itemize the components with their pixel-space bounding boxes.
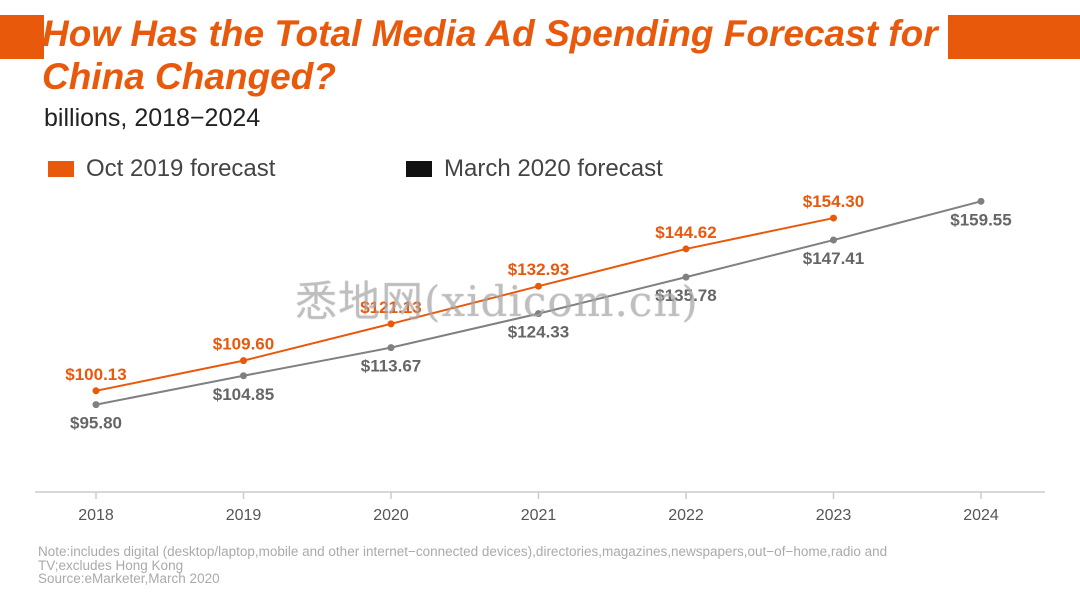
- data-label-march-2020: $113.67: [361, 357, 422, 376]
- legend-label-march-2020: March 2020 forecast: [444, 155, 663, 182]
- legend-swatch-oct-2019: [48, 161, 74, 177]
- data-point-march-2020: [92, 401, 100, 409]
- data-label-march-2020: $159.55: [950, 210, 1011, 229]
- data-label-march-2020: $104.85: [213, 385, 274, 404]
- x-tick-label: 2020: [373, 507, 409, 524]
- data-point-oct-2019: [92, 387, 100, 395]
- x-tick-label: 2024: [963, 507, 999, 524]
- data-point-oct-2019: [387, 320, 395, 328]
- footnote-note-line1: Note:includes digital (desktop/laptop,mo…: [38, 544, 888, 559]
- data-point-march-2020: [977, 197, 985, 205]
- legend-item-march-2020: March 2020 forecast: [406, 155, 663, 183]
- data-label-oct-2019: $144.62: [655, 223, 716, 242]
- data-point-oct-2019: [682, 245, 690, 253]
- legend-swatch-march-2020: [406, 161, 432, 177]
- data-point-oct-2019: [535, 282, 542, 290]
- title-accent-bar-right: [948, 15, 1080, 59]
- x-tick-label: 2019: [226, 507, 262, 524]
- title-accent-bar-left: [0, 15, 44, 59]
- x-tick-label: 2021: [521, 507, 557, 524]
- data-point-oct-2019: [830, 214, 837, 222]
- series-line-oct-2019: [95, 217, 834, 392]
- data-point-march-2020: [535, 310, 542, 318]
- legend-item-oct-2019: Oct 2019 forecast: [48, 155, 406, 183]
- data-point-oct-2019: [240, 357, 247, 365]
- chart-title: How Has the Total Media Ad Spending Fore…: [42, 13, 938, 97]
- data-label-march-2020: $147.41: [803, 249, 864, 268]
- x-tick-label: 2022: [668, 507, 704, 524]
- data-label-oct-2019: $121.13: [360, 298, 421, 317]
- data-label-march-2020: $135.78: [655, 286, 716, 305]
- data-label-oct-2019: $109.60: [213, 335, 274, 354]
- data-label-march-2020: $95.80: [70, 414, 122, 433]
- chart-subtitle: billions, 2018−2024: [44, 104, 261, 132]
- data-label-oct-2019: $100.13: [65, 365, 126, 384]
- footnote-source: Source:eMarketer,March 2020: [38, 571, 220, 586]
- x-tick-label: 2023: [816, 507, 852, 524]
- x-tick-label: 2018: [78, 507, 114, 524]
- chart-legend: Oct 2019 forecast March 2020 forecast: [48, 155, 663, 183]
- data-point-march-2020: [830, 236, 837, 244]
- legend-label-oct-2019: Oct 2019 forecast: [86, 155, 276, 182]
- data-point-march-2020: [682, 273, 690, 281]
- series-line-march-2020: [95, 200, 982, 406]
- data-point-march-2020: [387, 344, 395, 352]
- data-label-oct-2019: $132.93: [508, 260, 569, 279]
- data-label-march-2020: $124.33: [508, 323, 569, 342]
- data-point-march-2020: [240, 372, 247, 380]
- footnote-note-line2: TV;excludes Hong Kong: [38, 557, 184, 573]
- data-label-oct-2019: $154.30: [803, 192, 864, 211]
- chart-footnote: Note:includes digital (desktop/laptop,mo…: [38, 545, 1038, 586]
